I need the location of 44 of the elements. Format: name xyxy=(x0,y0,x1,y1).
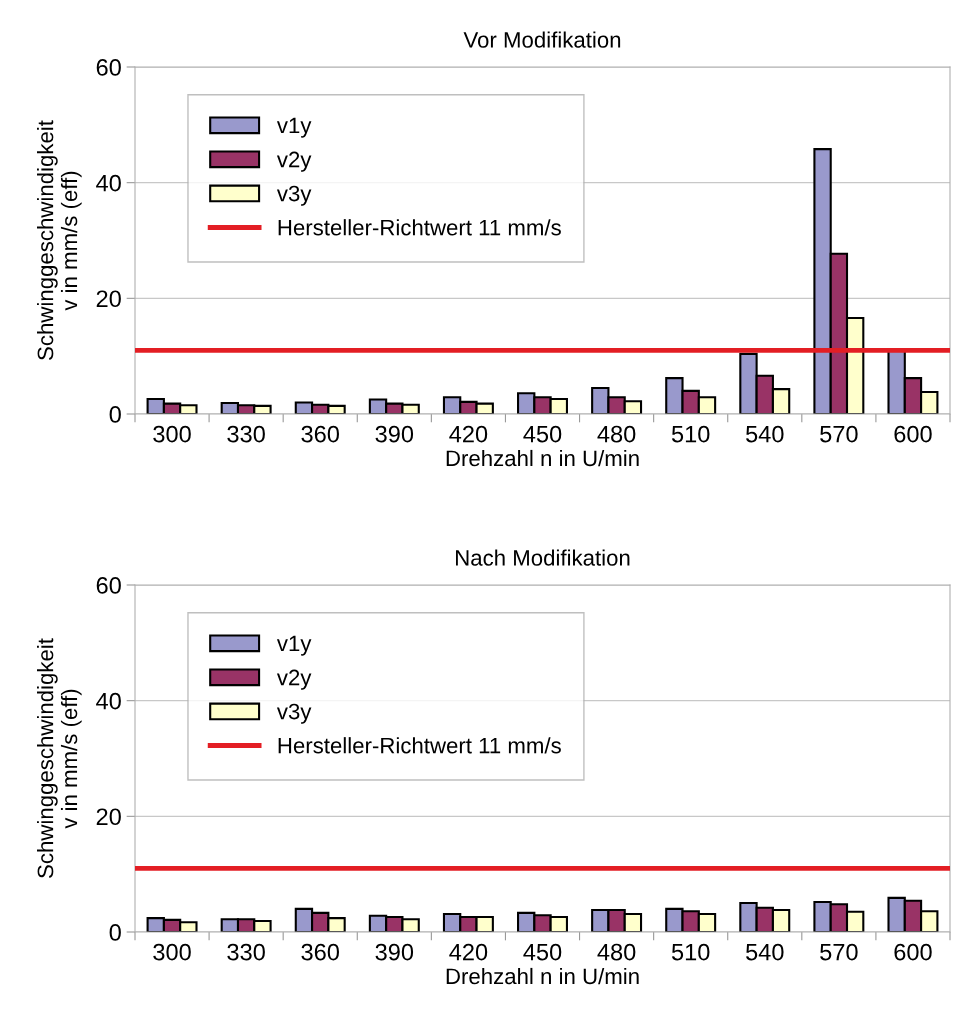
chart-title: Nach Modifikation xyxy=(456,549,630,566)
legend-label: v2y xyxy=(276,151,312,172)
x-tick-label: 450 xyxy=(523,425,562,443)
x-tick-label: 570 xyxy=(820,425,858,443)
legend-label: Hersteller-Richtwert 11 mm/s xyxy=(278,219,561,236)
x-tick-label: 360 xyxy=(301,425,339,443)
x-tick-label: 570 xyxy=(820,943,858,961)
legend-label: v3y xyxy=(276,185,312,206)
x-tick-label: 300 xyxy=(153,425,191,443)
x-tick-label: 420 xyxy=(449,425,488,443)
legend-label: v1y xyxy=(276,635,312,656)
x-tick-label: 450 xyxy=(523,943,562,961)
y-tick-label: 0 xyxy=(109,924,121,941)
x-tick-label: 540 xyxy=(746,425,784,443)
legend-label: v3y xyxy=(276,703,312,724)
x-tick-label: 480 xyxy=(597,943,636,961)
x-tick-label: 360 xyxy=(301,943,339,961)
legend-label: v2y xyxy=(276,669,312,690)
legend-label: v1y xyxy=(276,117,312,138)
y-axis-title: Schwinggeschwindigkeit v in mm/s (eff) xyxy=(37,638,82,878)
x-tick-label: 390 xyxy=(375,425,414,443)
y-tick-label: 20 xyxy=(96,808,121,826)
y-axis-title: Schwinggeschwindigkeit v in mm/s (eff) xyxy=(37,120,82,360)
x-tick-label: 390 xyxy=(375,943,414,961)
x-tick-label: 480 xyxy=(597,425,636,443)
x-tick-label: 600 xyxy=(894,425,932,443)
x-tick-label: 300 xyxy=(153,943,191,961)
x-tick-label: 420 xyxy=(449,943,488,961)
x-tick-label: 510 xyxy=(671,943,710,961)
y-tick-label: 40 xyxy=(96,692,121,710)
legend-label: Hersteller-Richtwert 11 mm/s xyxy=(278,737,561,754)
x-axis-title: Drehzahl n in U/min xyxy=(446,967,639,985)
x-tick-label: 330 xyxy=(227,943,265,961)
y-tick-label: 60 xyxy=(96,59,121,76)
x-tick-label: 510 xyxy=(671,425,710,443)
x-tick-label: 600 xyxy=(894,943,932,961)
y-tick-label: 60 xyxy=(96,577,121,594)
y-tick-label: 40 xyxy=(96,174,121,192)
x-axis-title: Drehzahl n in U/min xyxy=(446,449,639,467)
y-tick-label: 0 xyxy=(109,406,121,423)
y-tick-label: 20 xyxy=(96,290,121,308)
x-tick-label: 330 xyxy=(227,425,265,443)
chart-title: Vor Modifikation xyxy=(463,31,621,48)
x-tick-label: 540 xyxy=(746,943,784,961)
